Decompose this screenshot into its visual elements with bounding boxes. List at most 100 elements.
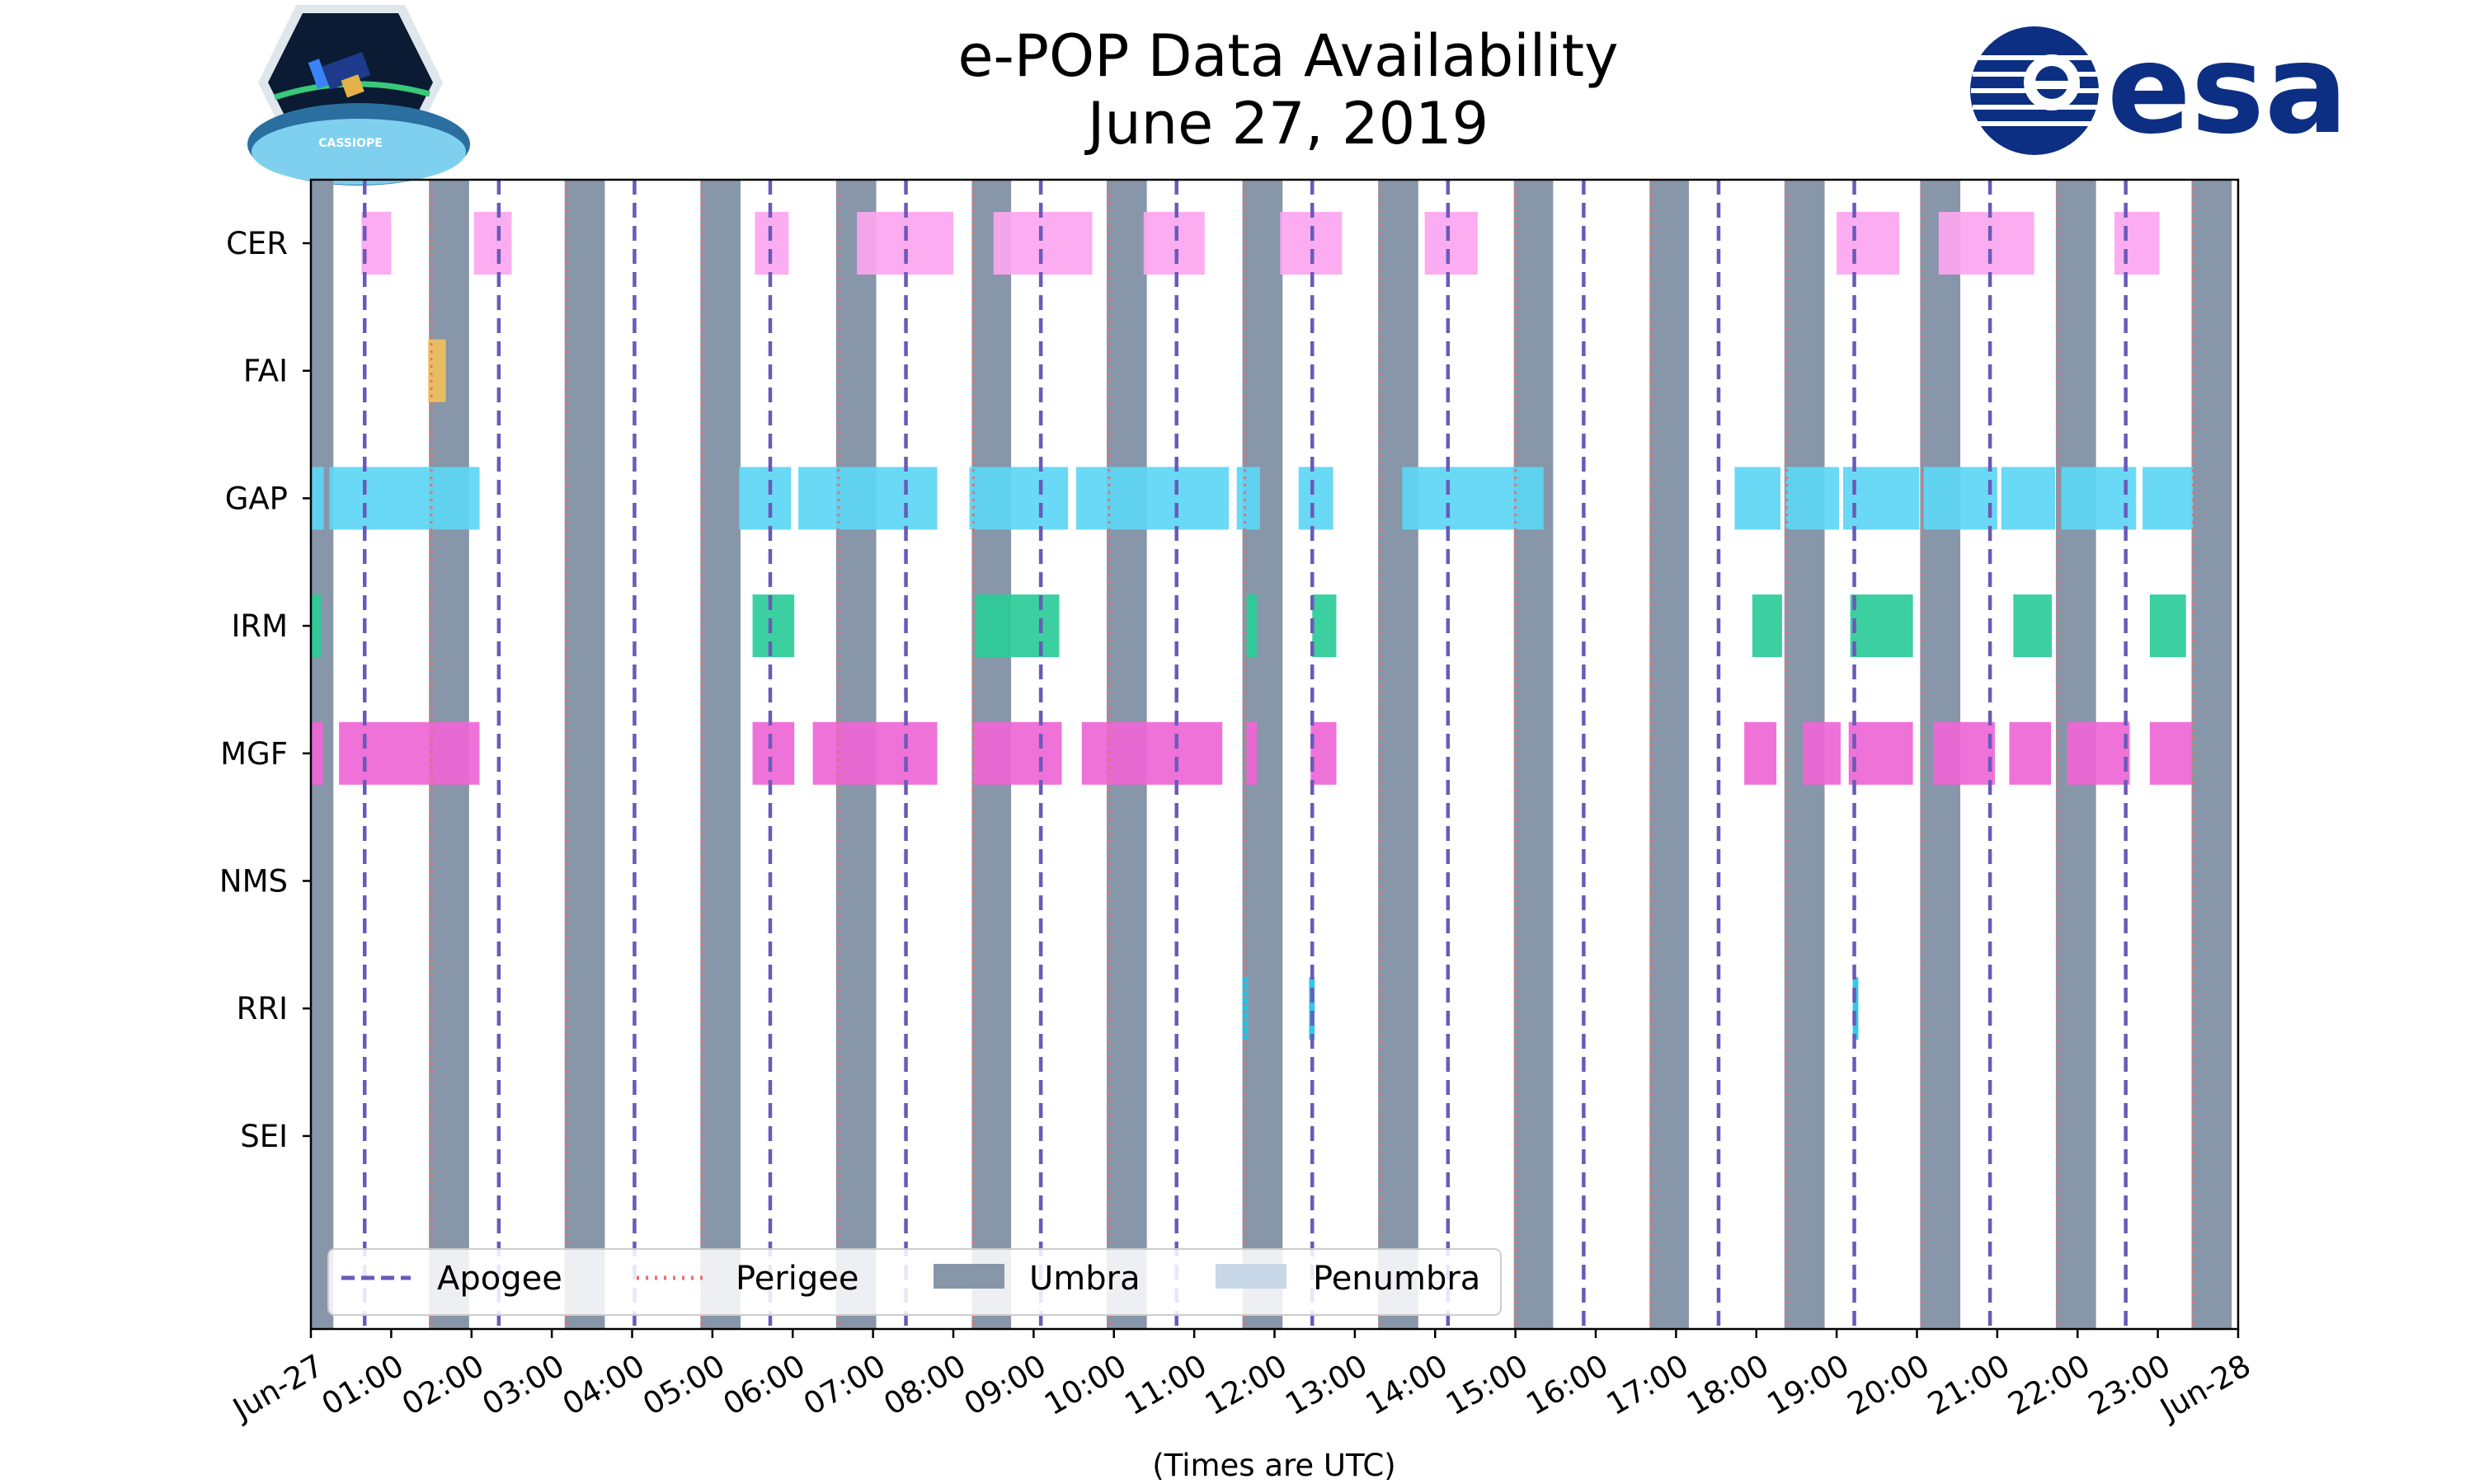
- legend-umbra-swatch: [934, 1264, 1004, 1289]
- gap-data-segment: [1402, 467, 1544, 530]
- x-tick-label: Jun-28: [2153, 1348, 2257, 1428]
- umbra-bands: [311, 180, 2232, 1329]
- mgf-data-segment: [973, 721, 1062, 785]
- mgf-data-segment: [1246, 721, 1258, 785]
- x-tick-label: 22:00: [2002, 1348, 2096, 1423]
- cassiope-logo-text: CASSIOPE: [318, 137, 383, 150]
- mgf-data-segment: [812, 721, 938, 785]
- y-axis: CER FAI GAP IRM MGF NMS RRI SEI: [219, 226, 311, 1154]
- x-tick-label: 19:00: [1761, 1348, 1856, 1423]
- gap-data-segment: [1842, 467, 1920, 530]
- irm-data-segment: [1246, 594, 1258, 658]
- umbra-band: [1649, 180, 1689, 1329]
- mgf-data-segment: [2149, 721, 2192, 785]
- irm-data-segment: [975, 594, 1060, 658]
- umbra-band: [1378, 180, 1418, 1329]
- irm-data-segment: [311, 594, 322, 658]
- mgf-data-segment: [1848, 721, 1913, 785]
- x-tick-label: 10:00: [1038, 1348, 1132, 1423]
- irm-data-segment: [1312, 594, 1337, 658]
- cer-data-segment: [1837, 212, 1900, 275]
- x-tick-label: 21:00: [1921, 1348, 2015, 1423]
- rri-data-segment: [1242, 977, 1249, 1040]
- x-tick-label: 14:00: [1360, 1348, 1454, 1423]
- x-tick-label: 09:00: [958, 1348, 1052, 1423]
- mgf-data-segment: [2067, 721, 2130, 785]
- cer-data-segment: [857, 212, 953, 275]
- x-tick-label: 04:00: [557, 1348, 651, 1423]
- legend-penumbra-swatch: [1216, 1264, 1286, 1289]
- data-segments: [311, 212, 2194, 1040]
- cassiope-logo: CASSIOPE: [247, 5, 470, 186]
- y-tick-label: SEI: [240, 1119, 288, 1154]
- mgf-data-segment: [1932, 721, 1995, 785]
- mgf-data-segment: [311, 721, 323, 785]
- y-tick-label: IRM: [231, 608, 288, 644]
- umbra-band: [700, 180, 741, 1329]
- rri-data-segment: [1852, 977, 1859, 1040]
- gap-data-segment: [1734, 467, 1780, 530]
- irm-data-segment: [1850, 594, 1913, 658]
- y-tick-label: MGF: [220, 736, 288, 772]
- umbra-band: [2191, 180, 2232, 1329]
- cer-data-segment: [1424, 212, 1478, 275]
- x-tick-label: 16:00: [1521, 1348, 1615, 1423]
- legend-perigee-label: Perigee: [736, 1260, 858, 1298]
- gap-data-segment: [739, 467, 792, 530]
- legend-apogee-label: Apogee: [437, 1260, 562, 1298]
- x-axis: Jun-2701:0002:0003:0004:0005:0006:0007:0…: [226, 1329, 2257, 1428]
- esa-logo: esa: [1970, 18, 2348, 162]
- mgf-data-segment: [1744, 721, 1777, 785]
- irm-data-segment: [1752, 594, 1782, 658]
- x-tick-label: 20:00: [1841, 1348, 1935, 1423]
- gap-data-segment: [1075, 467, 1229, 530]
- mgf-data-segment: [339, 721, 480, 785]
- gap-data-segment: [1298, 467, 1333, 530]
- gap-data-segment: [798, 467, 938, 530]
- umbra-band: [564, 180, 605, 1329]
- x-tick-label: 01:00: [316, 1348, 410, 1423]
- plot-area: CER FAI GAP IRM MGF NMS RRI SEI Jun-2701:0002:0…: [219, 178, 2257, 1428]
- orbit-lines: [362, 180, 2194, 1329]
- x-tick-label: 02:00: [396, 1348, 490, 1423]
- cer-data-segment: [1280, 212, 1343, 275]
- gap-data-segment: [2061, 467, 2137, 530]
- mgf-data-segment: [2009, 721, 2052, 785]
- y-tick-label: GAP: [225, 481, 288, 516]
- x-tick-label: 05:00: [637, 1348, 731, 1423]
- fai-data-segment: [428, 339, 446, 402]
- x-axis-label: (Times are UTC): [1152, 1448, 1395, 1483]
- cer-data-segment: [473, 212, 512, 275]
- cer-data-segment: [1143, 212, 1205, 275]
- x-tick-label: 11:00: [1119, 1348, 1213, 1423]
- gap-data-segment: [1785, 467, 1840, 530]
- mgf-data-segment: [1803, 721, 1841, 785]
- legend-penumbra-label: Penumbra: [1313, 1260, 1480, 1298]
- rri-data-segment: [1309, 977, 1315, 1040]
- cer-data-segment: [361, 212, 392, 275]
- cer-data-segment: [2114, 212, 2160, 275]
- cer-data-segment: [755, 212, 789, 275]
- irm-data-segment: [2149, 594, 2186, 658]
- x-tick-label: 18:00: [1681, 1348, 1775, 1423]
- y-tick-label: FAI: [243, 354, 288, 389]
- chart-title-line2: June 27, 2019: [1084, 90, 1489, 157]
- gap-data-segment: [311, 467, 324, 530]
- mgf-data-segment: [1310, 721, 1337, 785]
- legend-box: [327, 1248, 1502, 1316]
- mgf-data-segment: [1081, 721, 1223, 785]
- umbra-band: [1513, 180, 1554, 1329]
- x-tick-label: 07:00: [797, 1348, 891, 1423]
- x-tick-label: Jun-27: [226, 1348, 330, 1428]
- esa-logo-mark: [1970, 26, 2100, 155]
- gap-data-segment: [2142, 467, 2194, 530]
- y-tick-label: RRI: [237, 991, 288, 1026]
- x-tick-label: 08:00: [878, 1348, 972, 1423]
- chart-title-line1: e-POP Data Availability: [957, 22, 1618, 90]
- x-tick-label: 12:00: [1199, 1348, 1293, 1423]
- y-tick-label: CER: [226, 226, 288, 261]
- mgf-data-segment: [752, 721, 795, 785]
- gap-data-segment: [969, 467, 1069, 530]
- x-tick-label: 13:00: [1279, 1348, 1373, 1423]
